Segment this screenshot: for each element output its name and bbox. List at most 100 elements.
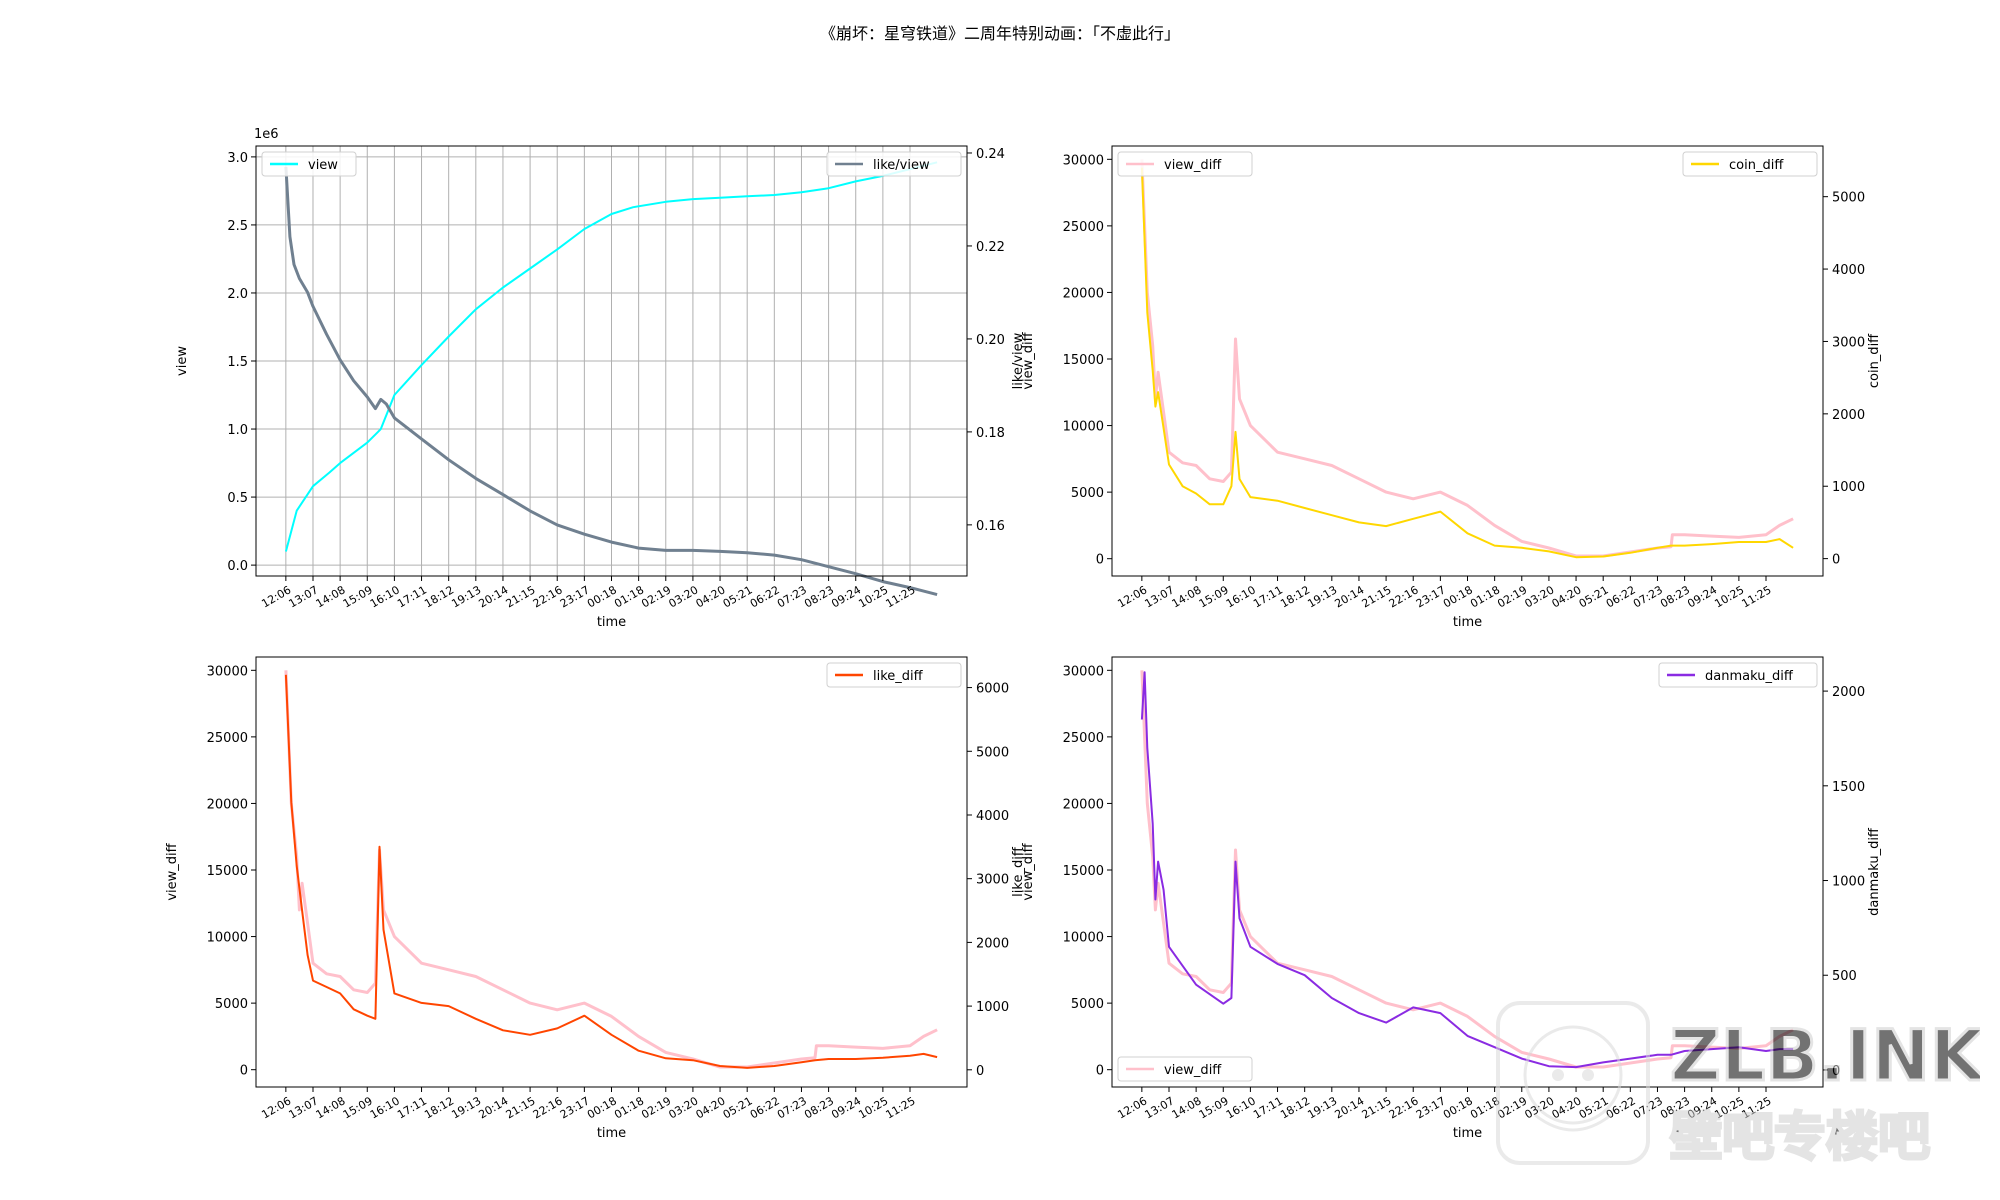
subplot-view: 12:0613:0714:0815:0916:1017:1118:1219:13… <box>175 127 1026 630</box>
x-tick-label: 08:23 <box>1658 583 1692 610</box>
y2-tick-label: 0.24 <box>976 147 1005 162</box>
series-line-danmaku_diff <box>1140 671 1794 1069</box>
legend-label: view_diff <box>1164 158 1222 173</box>
x-tick-label: 06:22 <box>748 583 782 610</box>
legend-like_diff: like_diff <box>826 662 962 688</box>
x-tick-label: 06:22 <box>1604 583 1638 610</box>
y2-tick-label: 0.22 <box>976 240 1005 255</box>
y-tick-label: 0.5 <box>227 491 248 506</box>
legend-view: view <box>261 151 357 177</box>
x-tick-label: 18:12 <box>1278 1094 1312 1121</box>
y2-tick-label: 3000 <box>976 873 1009 888</box>
y2-tick-label: 0 <box>1832 553 1840 568</box>
y-tick-label: 30000 <box>1063 153 1104 168</box>
y-tick-label: 3.0 <box>227 151 248 166</box>
y-tick-label: 15000 <box>207 864 248 879</box>
x-tick-label: 13:07 <box>1143 1094 1177 1121</box>
y-tick-label: 10000 <box>1063 931 1104 946</box>
x-tick-label: 18:12 <box>422 583 456 610</box>
y-tick-label: 2.5 <box>227 219 248 234</box>
x-tick-label: 10:25 <box>856 583 890 610</box>
y-offset-label: 1e6 <box>254 127 279 142</box>
y-tick-label: 0.0 <box>227 559 248 574</box>
x-tick-label: 22:16 <box>1387 1094 1421 1121</box>
svg-text:ZLB.INK: ZLB.INK <box>1670 1015 1980 1097</box>
x-tick-label: 12:06 <box>1115 1094 1149 1121</box>
x-axis-label: time <box>597 615 626 630</box>
y2-tick-label: 6000 <box>976 682 1009 697</box>
y-tick-label: 0 <box>1096 1064 1104 1079</box>
y2-tick-label: 0 <box>976 1064 984 1079</box>
y-tick-label: 25000 <box>207 731 248 746</box>
y2-tick-label: 5000 <box>1832 191 1865 206</box>
y2-tick-label: 1000 <box>976 1000 1009 1015</box>
y2-tick-label: 1000 <box>1832 875 1865 890</box>
x-axis-label: time <box>1453 1126 1482 1141</box>
x-tick-label: 19:13 <box>1305 583 1339 610</box>
y-tick-label: 25000 <box>1063 220 1104 235</box>
x-tick-label: 03:20 <box>666 583 700 610</box>
legend-label: view <box>308 158 338 173</box>
x-tick-label: 13:07 <box>287 1094 321 1121</box>
x-tick-label: 09:24 <box>1685 583 1719 610</box>
y-tick-label: 5000 <box>1071 997 1104 1012</box>
y-tick-label: 1.0 <box>227 423 248 438</box>
legend-box <box>1682 151 1818 177</box>
x-tick-label: 18:12 <box>422 1094 456 1121</box>
watermark-logo: ZLB.INK 壁吧专楼吧 <box>1496 1001 1980 1170</box>
x-tick-label: 04:20 <box>694 1094 728 1121</box>
x-tick-label: 20:14 <box>476 1094 510 1121</box>
x-tick-label: 12:06 <box>1115 583 1149 610</box>
y2-tick-label: 500 <box>1832 969 1857 984</box>
legend-label: danmaku_diff <box>1705 669 1794 684</box>
y2-tick-label: 1000 <box>1832 480 1865 495</box>
x-tick-label: 22:16 <box>1387 583 1421 610</box>
x-tick-label: 07:23 <box>1631 583 1665 610</box>
x-tick-label: 22:16 <box>531 1094 565 1121</box>
x-tick-label: 08:23 <box>802 1094 836 1121</box>
y-tick-label: 5000 <box>1071 486 1104 501</box>
x-tick-label: 07:23 <box>775 1094 809 1121</box>
x-tick-label: 02:19 <box>639 583 673 610</box>
x-tick-label: 23:17 <box>1414 1094 1448 1121</box>
y2-tick-label: 2000 <box>976 936 1009 951</box>
x-tick-label: 00:18 <box>1441 583 1475 610</box>
x-tick-label: 03:20 <box>1522 583 1556 610</box>
x-tick-label: 09:24 <box>829 583 863 610</box>
x-tick-label: 01:18 <box>1468 583 1502 610</box>
series-line-view <box>284 161 938 552</box>
legend-like-view: like/view <box>826 151 962 177</box>
y-axis-label: view_diff <box>1021 842 1036 900</box>
legend-box <box>1658 662 1818 688</box>
series-line-like-view <box>284 166 938 597</box>
x-tick-label: 16:10 <box>368 1094 402 1121</box>
x-tick-label: 11:25 <box>884 583 918 610</box>
legend-label: like_diff <box>873 669 924 684</box>
x-tick-label: 17:11 <box>395 583 429 610</box>
x-tick-label: 15:09 <box>1197 1094 1231 1121</box>
axes-frame <box>255 656 968 1088</box>
x-tick-label: 20:14 <box>1332 1094 1366 1121</box>
legend-label: coin_diff <box>1729 158 1784 173</box>
y2-tick-label: 0.16 <box>976 519 1005 534</box>
x-tick-label: 07:23 <box>775 583 809 610</box>
x-tick-label: 06:22 <box>748 1094 782 1121</box>
legend-coin_diff: coin_diff <box>1682 151 1818 177</box>
y2-tick-label: 0.18 <box>976 426 1005 441</box>
legend-box <box>826 662 962 688</box>
y2-tick-label: 0 <box>1832 1064 1840 1079</box>
y-tick-label: 20000 <box>1063 286 1104 301</box>
x-tick-label: 02:19 <box>639 1094 673 1121</box>
y2-tick-label: 4000 <box>976 809 1009 824</box>
y-tick-label: 30000 <box>1063 664 1104 679</box>
x-axis-label: time <box>1453 615 1482 630</box>
x-tick-label: 20:14 <box>476 583 510 610</box>
x-tick-label: 05:21 <box>721 1094 755 1121</box>
y2-tick-label: 0.20 <box>976 333 1005 348</box>
y2-axis-label: like/view <box>1011 332 1026 389</box>
y2-axis-label: like_diff <box>1011 846 1026 897</box>
x-tick-label: 20:14 <box>1332 583 1366 610</box>
x-tick-label: 02:19 <box>1495 583 1529 610</box>
y2-tick-label: 4000 <box>1832 263 1865 278</box>
